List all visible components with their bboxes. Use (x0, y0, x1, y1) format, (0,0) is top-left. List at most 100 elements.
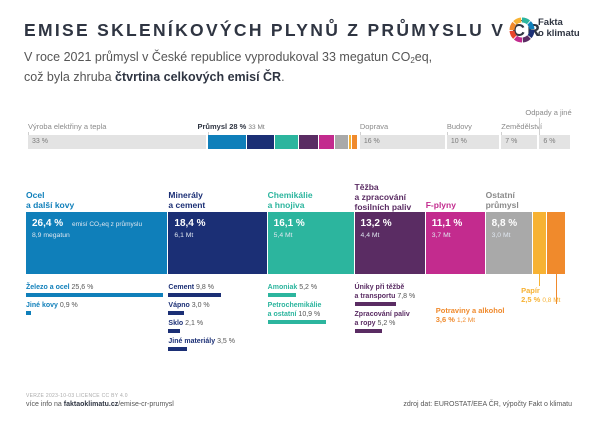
subcategory-label-line: Jiné materiály 3,5 % (168, 337, 235, 346)
subcategory-name: a ostatní (267, 311, 297, 318)
category-heading-line: Minerály (168, 190, 203, 200)
category-pct-ostatni: 8,8 % (491, 218, 518, 229)
subcategory-value: 25,6 % (71, 284, 94, 291)
subcategory-bar (168, 329, 180, 333)
subcategory-bar (26, 293, 163, 297)
logo-ring-segment (527, 21, 535, 30)
category-heading-line: a cement (168, 200, 206, 210)
subcategory-name: a transportu (354, 293, 396, 300)
total-bar-segment (359, 135, 445, 149)
total-bar-segment (28, 135, 206, 149)
industry-stack-segment (348, 135, 352, 149)
category-mt-ocel: 8,9 megatun (32, 232, 70, 239)
subcategory-bar (267, 293, 296, 297)
category-heading-line: a další kovy (26, 200, 75, 210)
category-heading-line: Ocel (26, 190, 45, 200)
category-mt-ostatni: 3,0 Mt (491, 232, 511, 239)
subtitle: V roce 2021 průmysl v České republice vy… (24, 49, 494, 85)
subcategory-name: Železo a ocel (26, 284, 70, 291)
industry-stack-segment (247, 135, 274, 149)
subcategory-label: Zpracování paliv a ropy 5,2 % (355, 310, 410, 328)
subcategory-value: 7,8 % (397, 293, 416, 300)
subcategory-name: Petrochemikálie (267, 302, 322, 309)
subcategory-name: Úniky při těžbě (354, 284, 405, 291)
subcategory-label: Úniky při těžbě a transportu 7,8 % (355, 283, 416, 301)
total-bar-value-label: 10 % (450, 138, 467, 145)
subcategory-label: Vápno 3,0 % (168, 301, 209, 310)
category-heading-line: Těžba (354, 182, 379, 192)
industry-mt: 33 Mt (248, 124, 265, 131)
subcategory-name: Jiné kovy (26, 302, 58, 309)
potraviny-leader-line (555, 274, 557, 304)
subtitle-highlight: čtvrtina celkových emisí ČR (115, 70, 282, 84)
total-category-tick (539, 118, 541, 135)
subcategory-label-line: Zpracování paliv (355, 310, 410, 319)
category-mt-tezba: 4,4 Mt (360, 232, 380, 239)
logo-ring-segment (522, 35, 531, 43)
category-heading-fplyny: F-plyny (426, 200, 456, 210)
subcategory-value: 2,1 % (185, 320, 204, 327)
subcategory-value: 5,2 % (377, 320, 396, 327)
total-category-label: Výroba elektřiny a tepla (28, 122, 107, 131)
industry-stack-segment (318, 135, 335, 149)
subcategory-value: 10,9 % (298, 311, 321, 318)
subcategory-label-line: a transportu 7,8 % (355, 292, 416, 301)
subcategory-value: 5,2 % (299, 284, 318, 291)
subcategory-bar (354, 302, 397, 306)
subcategory-value: 0,9 % (59, 302, 78, 309)
total-category-label: Průmysl 28 % 33 Mt (198, 122, 265, 131)
total-category-label: Zemědělství (501, 122, 543, 131)
subcategory-bar (168, 347, 188, 351)
subcategory-name: a ropy (354, 320, 376, 327)
logo-line1: Fakta (538, 17, 563, 28)
subcategory-label-line: a ropy 5,2 % (355, 319, 410, 328)
category-heading-ostatni: Ostatní průmysl (486, 190, 519, 210)
subcategory-bar (267, 320, 326, 324)
industry-stack-segment (207, 135, 247, 149)
total-category-tick (446, 132, 448, 135)
category-heading-line: Chemikálie (267, 190, 313, 200)
subcategory-bar (168, 311, 185, 315)
subcategory-label: Jiné materiály 3,5 % (168, 337, 235, 346)
box-potraviny (546, 212, 565, 274)
subcategory-name: Zpracování paliv (354, 311, 410, 318)
box-ostatni (485, 212, 533, 274)
logo-ring-segment (509, 21, 517, 31)
industry-stack-segment (274, 135, 298, 149)
subcategory-bar (354, 329, 383, 333)
logo-ring-segment (509, 30, 517, 39)
subcategory-name: Vápno (168, 302, 190, 309)
subcategory-label: Petrochemikálie a ostatní 10,9 % (268, 301, 322, 319)
industry-pct: 28 % (229, 122, 247, 131)
category-heading-line: a zpracování (354, 192, 407, 202)
total-bar-segment (446, 135, 500, 149)
subcategory-bar (26, 311, 31, 315)
category-heading-mineraly: Minerály a cement (168, 190, 205, 210)
total-category-tick (207, 132, 209, 135)
total-bar-value-label: 6 % (543, 138, 556, 145)
subcategory-value: 3,5 % (217, 338, 235, 345)
papir-mt: 0,8 Mt (542, 297, 561, 304)
subcategory-name: Cement (168, 284, 195, 291)
subcategory-label-line: Petrochemikálie (268, 301, 322, 310)
total-category-tick (501, 132, 503, 135)
subcategory-bar (168, 293, 221, 297)
box-papir (533, 212, 546, 274)
category-unit-label: emisí CO₂eq z průmyslu (72, 221, 143, 228)
logo-ring-segment (513, 17, 522, 25)
logo-ring-segment (527, 29, 535, 39)
subcategory-label-line: Úniky při těžbě (355, 283, 416, 292)
industry-label: Průmysl (197, 122, 228, 131)
colorful-ring-icon (509, 17, 535, 43)
total-bar-segment (539, 135, 570, 149)
category-heading-chemikalie: Chemikálie a hnojiva (268, 190, 313, 210)
subcategory-label-line: Sklo 2,1 % (168, 319, 203, 328)
footer-source: zdroj dat: EUROSTAT/EEA ČR, výpočty Fakt… (403, 401, 572, 408)
logo (508, 16, 588, 46)
subcategory-name: Amoniak (267, 284, 298, 291)
footer-link[interactable]: faktaoklimatu.cz (63, 401, 119, 408)
total-bar-value-label: 7 % (505, 138, 518, 145)
total-category-label: Odpady a jiné (525, 108, 572, 117)
subcategory-label: Sklo 2,1 % (168, 319, 203, 328)
total-category-label: Doprava (359, 122, 389, 131)
